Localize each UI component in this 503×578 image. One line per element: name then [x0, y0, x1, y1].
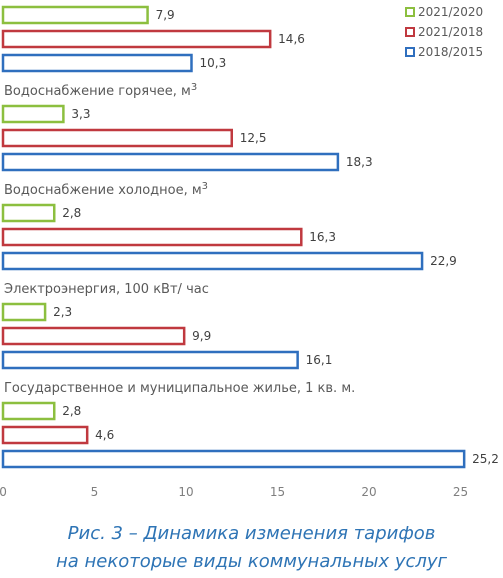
- bar-value-label: 9,9: [192, 329, 211, 343]
- bar-2021-2020: [1, 5, 149, 25]
- bar-value-label: 18,3: [346, 155, 373, 169]
- bar-value-label: 16,3: [309, 230, 336, 244]
- x-tick-label: 25: [453, 485, 468, 499]
- x-tick-label: 5: [91, 485, 99, 499]
- category-label: Водоснабжение горячее, м3: [4, 82, 197, 99]
- bar-2021-2018: [1, 29, 272, 49]
- bar-value-label: 22,9: [430, 254, 457, 268]
- figure-caption-line-1: Рис. 3 – Динамика изменения тарифов: [67, 523, 436, 544]
- bar-value-label: 16,1: [306, 353, 333, 367]
- legend-swatch-2018-2015: [405, 47, 415, 57]
- bar-value-label: 3,3: [71, 107, 90, 121]
- bar-2018-2015: [1, 251, 424, 271]
- bar-value-label: 14,6: [278, 32, 305, 46]
- bar-2021-2018: [1, 425, 89, 445]
- category-label: Электроэнергия, 100 кВт/ час: [4, 282, 209, 297]
- x-tick-label: 10: [178, 485, 193, 499]
- bar-2018-2015: [1, 53, 193, 73]
- bar-2018-2015: [1, 449, 466, 469]
- bar-value-label: 7,9: [156, 8, 175, 22]
- x-tick-label: 20: [361, 485, 376, 499]
- bar-value-label: 25,2: [472, 452, 499, 466]
- category-label: Государственное и муниципальное жилье, 1…: [4, 381, 355, 396]
- bar-chart: Отопление, Гкал7,914,610,3Водоснабжение …: [0, 5, 499, 499]
- bar-value-label: 12,5: [240, 131, 267, 145]
- x-tick-label: 0: [0, 485, 7, 499]
- legend-swatch-2021-2018: [405, 27, 415, 37]
- bar-2021-2020: [1, 401, 56, 421]
- bar-value-label: 10,3: [199, 56, 226, 70]
- bar-value-label: 2,3: [53, 305, 72, 319]
- bar-2021-2020: [1, 104, 65, 124]
- bar-value-label: 2,8: [62, 404, 81, 418]
- bar-2018-2015: [1, 350, 299, 370]
- legend-swatch-2021-2020: [405, 7, 415, 17]
- bar-2018-2015: [1, 152, 340, 172]
- bar-2021-2018: [1, 128, 233, 148]
- category-label: Водоснабжение холодное, м3: [4, 181, 208, 198]
- bar-value-label: 4,6: [95, 428, 114, 442]
- bar-value-label: 2,8: [62, 206, 81, 220]
- legend-label: 2018/2015: [418, 45, 483, 59]
- bar-2021-2018: [1, 227, 303, 247]
- legend-label: 2021/2020: [418, 5, 483, 19]
- x-tick-label: 15: [270, 485, 285, 499]
- legend-label: 2021/2018: [418, 25, 483, 39]
- figure-caption-line-2: на некоторые виды коммунальных услуг: [56, 551, 447, 572]
- bar-2021-2018: [1, 326, 186, 346]
- bar-2021-2020: [1, 203, 56, 223]
- bar-2021-2020: [1, 302, 47, 322]
